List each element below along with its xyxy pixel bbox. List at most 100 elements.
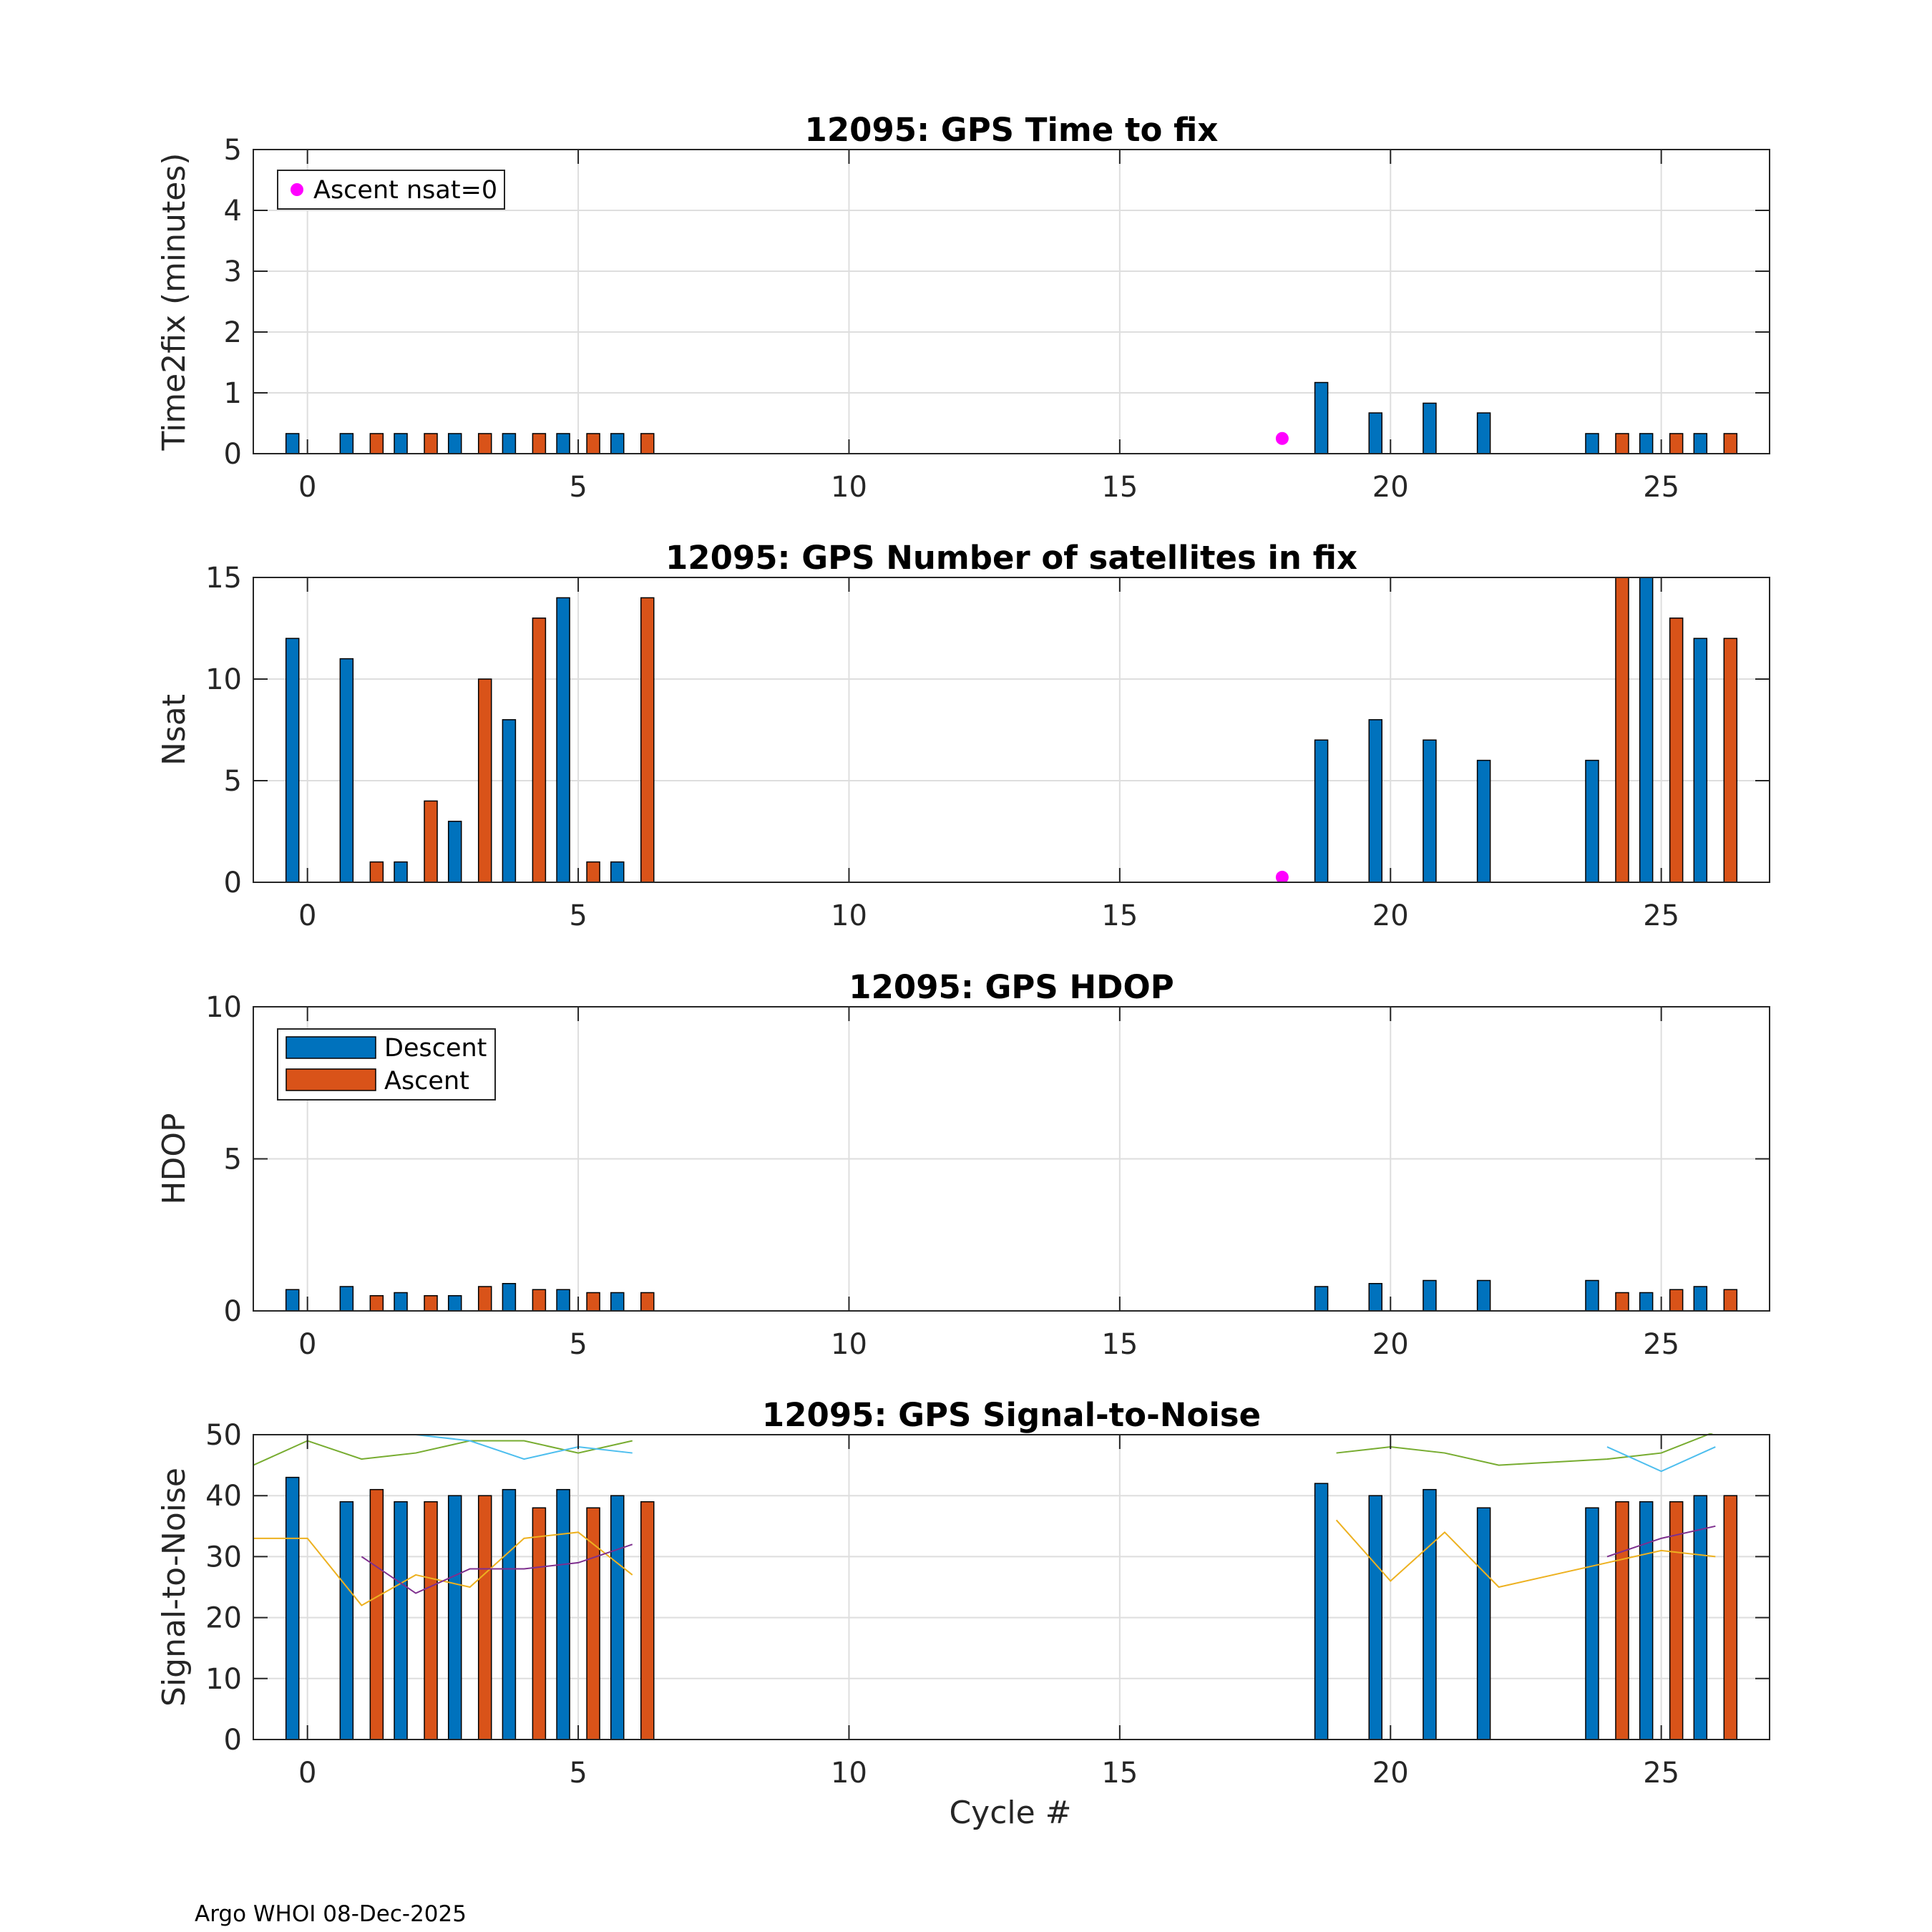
bar-descent-cycle-5 — [556, 1289, 570, 1311]
y-tick-label: 5 — [224, 134, 242, 167]
bar-ascent-cycle-3 — [477, 678, 492, 882]
y-tick-label: 0 — [224, 438, 242, 471]
bar-descent-cycle-24 — [1585, 1507, 1599, 1740]
bar-descent-cycle-25 — [1639, 433, 1654, 454]
bar-descent-cycle-20 — [1368, 412, 1382, 454]
bar-ascent-cycle-1 — [369, 861, 384, 882]
bar-descent-cycle-4 — [502, 719, 517, 882]
y-tick-label: 40 — [205, 1480, 242, 1513]
legend-descent-label: Descent — [384, 1034, 487, 1063]
x-tick-label: 25 — [1643, 471, 1679, 504]
bar-descent-cycle-20 — [1368, 1495, 1382, 1740]
bar-descent-cycle-3 — [447, 1495, 462, 1740]
bar-ascent-cycle-24 — [1615, 433, 1629, 454]
bar-descent-cycle-0 — [285, 638, 300, 882]
bar-ascent-cycle-1 — [369, 1488, 384, 1740]
snr-line-0 — [253, 1440, 633, 1466]
bar-descent-cycle-26 — [1693, 1286, 1708, 1311]
bar-descent-cycle-2 — [394, 1501, 408, 1740]
bar-descent-cycle-0 — [285, 1289, 300, 1311]
bar-descent-cycle-26 — [1693, 1495, 1708, 1740]
bar-descent-cycle-25 — [1639, 1292, 1654, 1311]
axes-frame — [253, 1434, 1770, 1740]
x-tick-label: 0 — [298, 471, 316, 504]
bar-descent-cycle-19 — [1314, 381, 1329, 454]
bar-ascent-cycle-25 — [1669, 618, 1684, 882]
legend-descent-swatch — [286, 1036, 376, 1059]
x-tick-label: 25 — [1643, 1328, 1679, 1361]
x-tick-label: 5 — [569, 1328, 587, 1361]
bar-descent-cycle-26 — [1693, 638, 1708, 882]
y-tick-label: 0 — [224, 1724, 242, 1757]
x-tick-label: 10 — [831, 471, 867, 504]
legend-ascent-label: Ascent — [384, 1067, 469, 1096]
panel-hdop: 0 5 10 15 20 25 0 5 10 12095: GPS HDOP HDOP — [156, 968, 1770, 1361]
y-tick-label: 0 — [224, 1295, 242, 1328]
bar-ascent-cycle-25 — [1669, 433, 1684, 454]
footer-credit: Argo WHOI 08-Dec-2025 — [195, 1901, 467, 1927]
bar-descent-cycle-2 — [394, 433, 408, 454]
bar-descent-cycle-24 — [1585, 433, 1599, 454]
bar-descent-cycle-21 — [1423, 1488, 1437, 1740]
bar-descent-cycle-22 — [1476, 1507, 1491, 1740]
bar-descent-cycle-0 — [285, 1476, 300, 1740]
bar-descent-cycle-22 — [1476, 759, 1491, 882]
y-tick-label: 5 — [224, 1143, 242, 1176]
bar-descent-cycle-22 — [1476, 1279, 1491, 1311]
y-tick-label: 10 — [205, 1663, 242, 1696]
bar-ascent-cycle-1 — [369, 1295, 384, 1311]
y-tick-label: 3 — [224, 255, 242, 288]
bar-ascent-cycle-2 — [424, 1295, 438, 1311]
bar-descent-cycle-3 — [447, 433, 462, 454]
x-tick-label: 10 — [831, 899, 867, 932]
x-tick-label: 20 — [1372, 471, 1409, 504]
bar-descent-cycle-0 — [285, 433, 300, 454]
bar-ascent-cycle-5 — [586, 1292, 600, 1311]
snr-line-2 — [1335, 1519, 1716, 1589]
snr-line-1 — [415, 1434, 633, 1460]
chart-title: 12095: GPS HDOP — [849, 968, 1174, 1006]
bar-ascent-cycle-3 — [477, 1286, 492, 1311]
y-tick-label: 1 — [224, 377, 242, 410]
legend-ascent-swatch — [286, 1068, 376, 1091]
bar-ascent-cycle-24 — [1615, 1501, 1629, 1740]
bar-descent-cycle-6 — [610, 861, 625, 882]
axes-frame — [253, 577, 1770, 883]
bar-descent-cycle-1 — [339, 658, 354, 882]
bar-descent-cycle-21 — [1423, 402, 1437, 454]
legend-ascent-nsat0-marker — [291, 183, 303, 196]
plot-content — [285, 577, 1738, 882]
bar-descent-cycle-20 — [1368, 719, 1382, 882]
bar-descent-cycle-2 — [394, 1292, 408, 1311]
bar-descent-cycle-21 — [1423, 1279, 1437, 1311]
chart-title: 12095: GPS Signal-to-Noise — [762, 1396, 1261, 1434]
bar-ascent-cycle-6 — [640, 1501, 655, 1740]
legend-time-to-fix: Ascent nsat=0 — [277, 170, 505, 210]
bar-descent-cycle-6 — [610, 433, 625, 454]
y-tick-label: 20 — [205, 1602, 242, 1635]
bar-ascent-cycle-4 — [532, 618, 547, 882]
bar-descent-cycle-25 — [1639, 1501, 1654, 1740]
bar-descent-cycle-4 — [502, 1283, 517, 1311]
bar-ascent-cycle-6 — [640, 1292, 655, 1311]
x-tick-label: 15 — [1101, 899, 1138, 932]
y-axis-label: Signal-to-Noise — [156, 1468, 192, 1707]
bar-ascent-cycle-5 — [586, 1507, 600, 1740]
bar-descent-cycle-5 — [556, 433, 570, 454]
y-tick-label: 50 — [205, 1419, 242, 1452]
bar-ascent-cycle-25 — [1669, 1289, 1684, 1311]
bar-ascent-cycle-3 — [477, 1495, 492, 1740]
snr-line-3 — [1606, 1525, 1716, 1558]
bar-descent-cycle-4 — [502, 1488, 517, 1740]
bar-ascent-cycle-26 — [1723, 1495, 1738, 1740]
x-tick-label: 0 — [298, 1757, 316, 1790]
bar-descent-cycle-19 — [1314, 1483, 1329, 1740]
panel-snr: 0 5 10 15 20 25 0 10 20 30 40 50 12095: GPS Signal-t… — [156, 1396, 1770, 1790]
y-tick-label: 10 — [205, 663, 242, 696]
bar-descent-cycle-6 — [610, 1495, 625, 1740]
x-tick-label: 5 — [569, 1757, 587, 1790]
y-tick-label: 15 — [205, 562, 242, 595]
x-tick-label: 0 — [298, 1328, 316, 1361]
bar-ascent-cycle-25 — [1669, 1501, 1684, 1740]
x-tick-label: 5 — [569, 471, 587, 504]
